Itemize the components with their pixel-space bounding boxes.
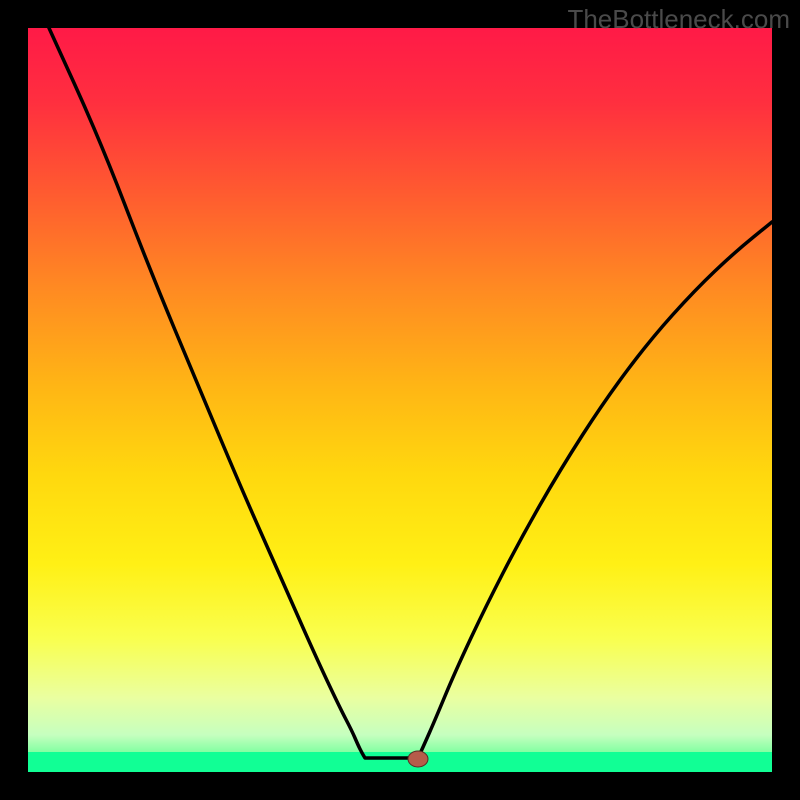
optimum-marker xyxy=(408,751,428,767)
green-ground-band xyxy=(28,752,772,772)
gradient-background xyxy=(28,28,772,772)
watermark-text: TheBottleneck.com xyxy=(567,4,790,35)
chart-container: TheBottleneck.com xyxy=(0,0,800,800)
bottleneck-chart xyxy=(0,0,800,800)
